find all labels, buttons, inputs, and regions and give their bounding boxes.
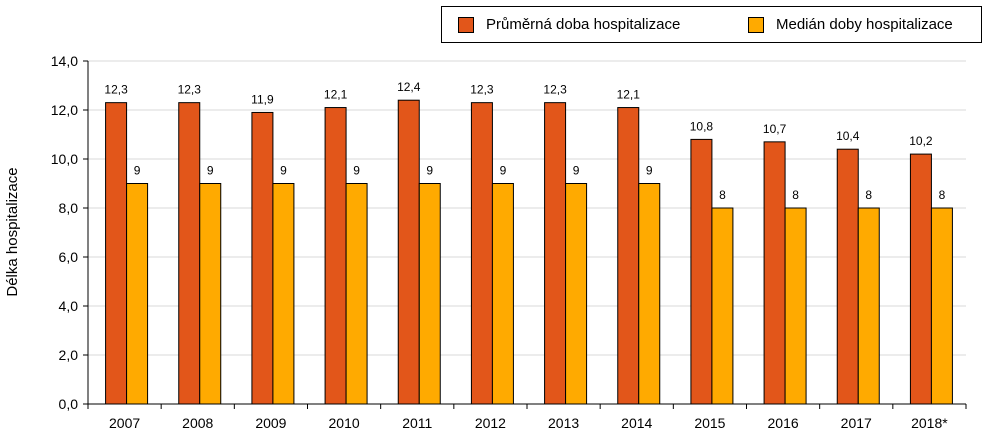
data-label-median: 9 <box>207 164 214 178</box>
data-label-mean: 10,8 <box>690 119 714 133</box>
x-tick-label: 2018* <box>911 415 948 431</box>
labels: 0,0 2,0 4,0 6,0 8,0 10,0 12,0 14,0 2007 12,3 9 2008… <box>51 53 949 431</box>
data-label-mean: 12,1 <box>324 88 348 102</box>
data-label-median: 8 <box>939 188 946 202</box>
bar-median <box>565 183 588 405</box>
bar-mean <box>909 153 932 405</box>
bar-median <box>930 207 953 405</box>
data-label-mean: 12,4 <box>397 80 421 94</box>
bar-median <box>491 183 514 405</box>
data-label-mean: 12,3 <box>543 83 567 97</box>
bar-mean <box>690 138 713 405</box>
x-tick-label: 2008 <box>182 415 213 431</box>
bar-median <box>199 183 222 405</box>
data-label-median: 9 <box>500 164 507 178</box>
data-label-median: 9 <box>573 164 580 178</box>
bar-mean <box>251 111 274 405</box>
y-tick-label: 6,0 <box>59 249 79 265</box>
bar-mean <box>836 148 859 405</box>
bar-mean <box>324 107 347 405</box>
data-label-mean: 10,2 <box>909 134 933 148</box>
x-tick-label: 2013 <box>548 415 579 431</box>
x-tick-label: 2011 <box>402 415 432 431</box>
bar-median <box>638 183 661 405</box>
x-tick-label: 2014 <box>621 415 652 431</box>
bar-mean <box>763 141 786 405</box>
y-tick-label: 14,0 <box>51 53 78 69</box>
data-label-mean: 12,3 <box>470 83 494 97</box>
x-tick-label: 2007 <box>109 415 140 431</box>
data-label-mean: 11,9 <box>251 92 274 106</box>
bar-median <box>272 183 295 405</box>
bar-mean <box>544 102 567 405</box>
x-tick-label: 2017 <box>841 415 872 431</box>
bar-mean <box>617 107 640 405</box>
bar-mean <box>105 102 128 405</box>
bars <box>105 99 953 405</box>
data-label-median: 9 <box>646 164 653 178</box>
bar-median <box>857 207 880 405</box>
data-label-median: 8 <box>792 188 799 202</box>
gridlines <box>88 60 966 356</box>
y-tick-label: 2,0 <box>59 347 79 363</box>
data-label-median: 9 <box>426 164 433 178</box>
y-tick-label: 8,0 <box>59 200 79 216</box>
x-tick-label: 2015 <box>694 415 725 431</box>
legend-swatch-median <box>748 16 764 33</box>
bar-median <box>126 183 149 405</box>
data-label-median: 8 <box>719 188 726 202</box>
data-label-median: 9 <box>280 164 287 178</box>
data-label-median: 8 <box>865 188 872 202</box>
legend-item-mean: Průměrná doba hospitalizace <box>458 16 680 33</box>
y-tick-label: 12,0 <box>51 102 78 118</box>
data-label-mean: 12,1 <box>617 88 641 102</box>
legend: Průměrná doba hospitalizace Medián doby … <box>441 6 982 43</box>
x-tick-label: 2009 <box>255 415 286 431</box>
legend-label-mean: Průměrná doba hospitalizace <box>486 16 681 33</box>
data-label-mean: 10,7 <box>763 122 787 136</box>
axes <box>83 60 967 409</box>
bar-mean <box>470 102 493 405</box>
y-tick-label: 0,0 <box>59 396 79 412</box>
data-label-mean: 10,4 <box>836 129 860 143</box>
x-tick-label: 2016 <box>768 415 799 431</box>
y-tick-label: 10,0 <box>51 151 78 167</box>
bar-mean <box>397 99 420 405</box>
x-tick-label: 2010 <box>329 415 360 431</box>
bar-median <box>711 207 734 405</box>
bar-median <box>418 183 441 405</box>
data-label-mean: 12,3 <box>178 83 202 97</box>
data-label-mean: 12,3 <box>104 83 128 97</box>
data-label-median: 9 <box>353 164 360 178</box>
legend-swatch-mean <box>458 16 474 33</box>
data-label-median: 9 <box>134 164 141 178</box>
y-axis-title: Délka hospitalizace <box>4 167 21 296</box>
y-tick-label: 4,0 <box>59 298 79 314</box>
bar-median <box>345 183 368 405</box>
bar-median <box>784 207 807 405</box>
legend-label-median: Medián doby hospitalizace <box>776 16 953 33</box>
x-tick-label: 2012 <box>475 415 506 431</box>
bar-mean <box>178 102 201 405</box>
legend-item-median: Medián doby hospitalizace <box>748 16 953 33</box>
